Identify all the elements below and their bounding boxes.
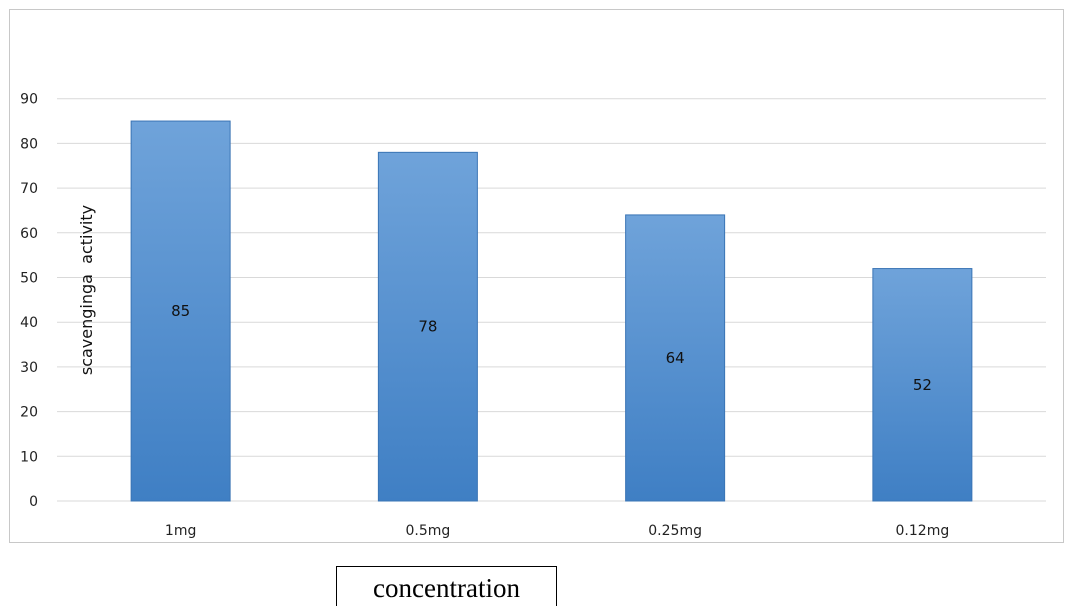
bar (130, 120, 231, 502)
y-tick-label: 20 (20, 405, 38, 421)
y-tick-label: 60 (20, 226, 38, 242)
x-axis-categories: 1mg 0.5mg 0.25mg 0.12mg (165, 523, 949, 539)
y-axis-ticks: 0 10 20 30 40 50 60 70 80 90 (20, 92, 38, 510)
x-category-label: 0.5mg (405, 523, 450, 539)
x-category-label: 0.12mg (896, 523, 950, 539)
bar-data-label: 64 (666, 349, 685, 367)
x-category-label: 0.25mg (648, 523, 702, 539)
bar-data-label: 52 (913, 376, 932, 394)
bar (377, 151, 478, 502)
y-tick-label: 90 (20, 92, 38, 108)
y-tick-label: 10 (20, 449, 38, 465)
y-tick-label: 50 (20, 271, 38, 287)
y-axis-title: scavenginga activity (77, 205, 96, 375)
bar-data-label: 85 (171, 302, 190, 320)
x-category-label: 1mg (165, 523, 196, 539)
y-tick-label: 30 (20, 360, 38, 376)
bar (872, 268, 973, 502)
bars: 85 78 64 52 (130, 120, 973, 502)
y-tick-label: 40 (20, 315, 38, 331)
y-tick-label: 0 (29, 494, 38, 510)
y-tick-label: 80 (20, 136, 38, 152)
y-tick-label: 70 (20, 181, 38, 197)
bar (625, 214, 726, 502)
bar-data-label: 78 (418, 318, 437, 336)
x-axis-title: concentration (336, 566, 557, 606)
